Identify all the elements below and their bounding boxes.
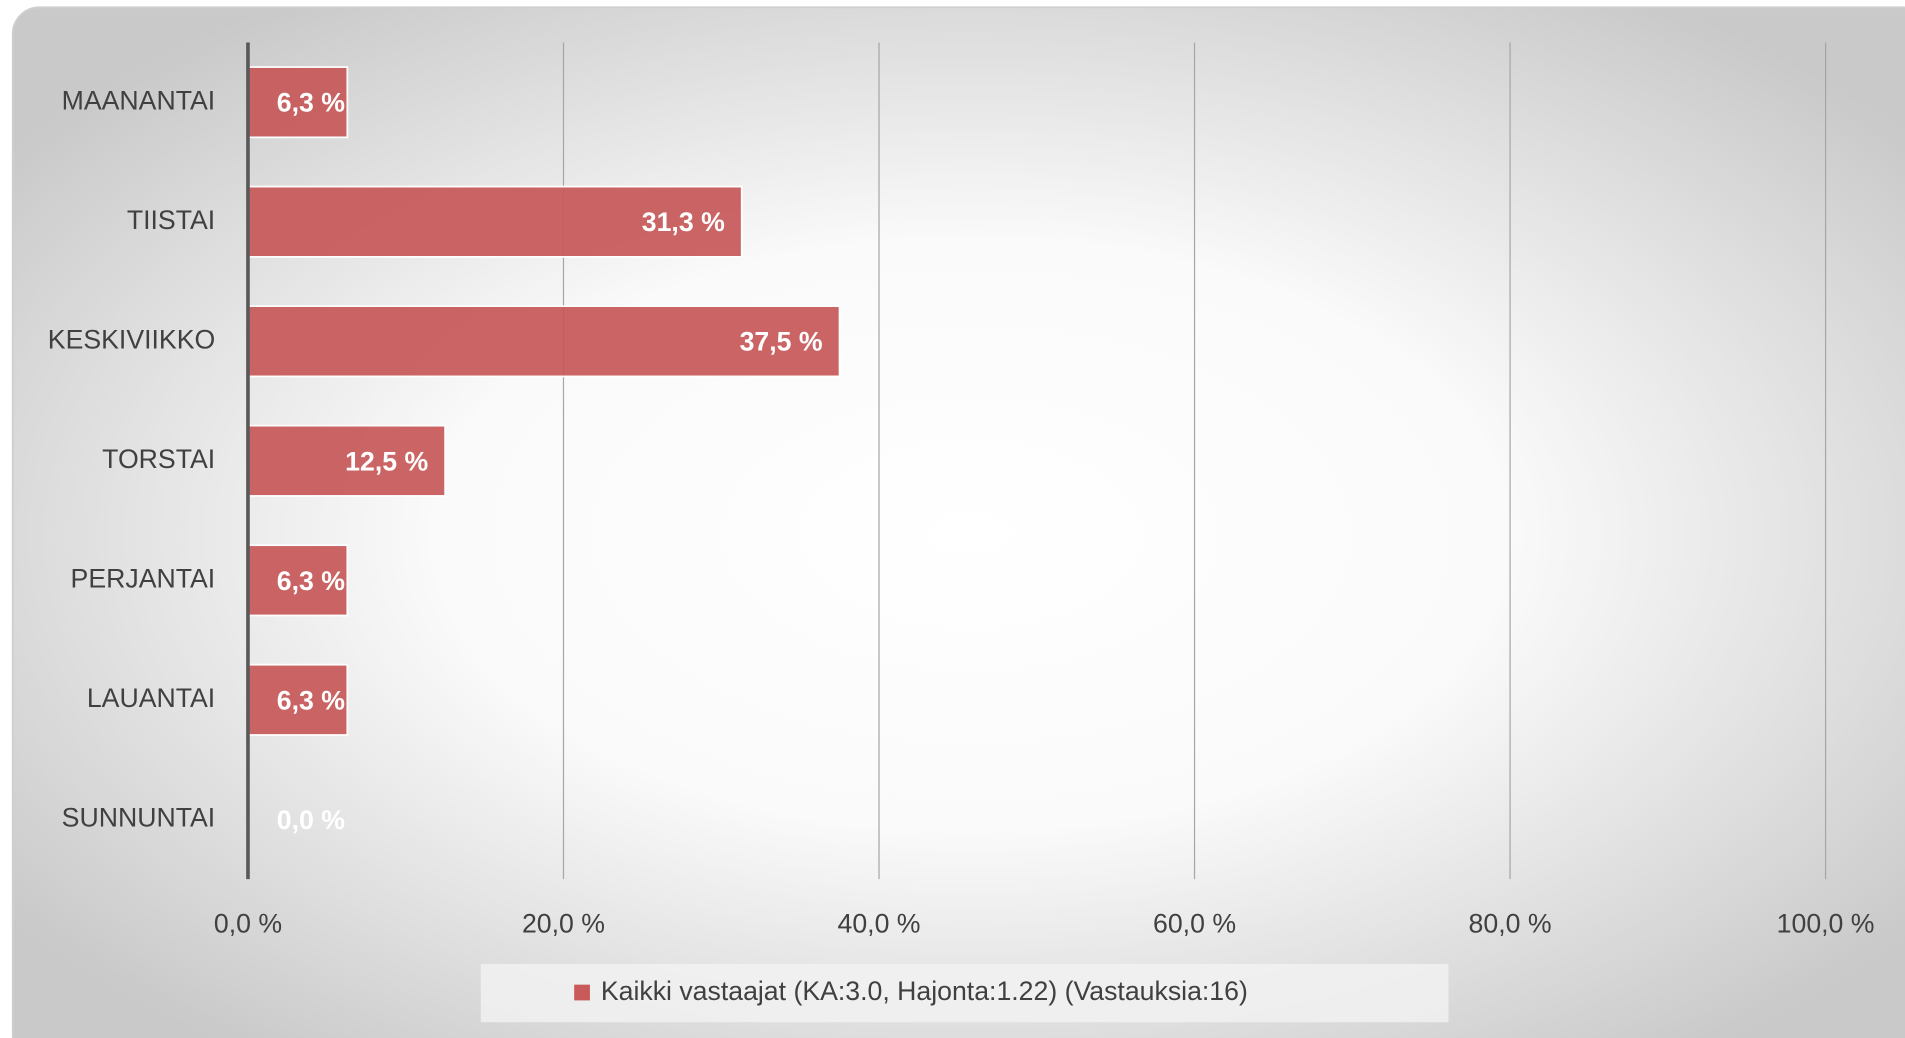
bar — [247, 424, 447, 497]
bar — [247, 66, 349, 139]
x-tick-label: 20,0 % — [522, 908, 605, 938]
y-tick-label: SUNNUNTAI — [62, 802, 216, 832]
y-tick-label: TORSTAI — [102, 444, 215, 474]
data-label: 0,0 % — [277, 805, 345, 835]
x-tick-label: 80,0 % — [1469, 908, 1552, 938]
legend-label: Kaikki vastaajat (KA:3.0, Hajonta:1.22) … — [601, 976, 1248, 1006]
data-label: 37,5 % — [740, 327, 823, 357]
data-label: 12,5 % — [345, 446, 428, 476]
bar — [247, 663, 349, 736]
data-label: 31,3 % — [642, 207, 725, 237]
data-label: 6,3 % — [277, 685, 345, 715]
data-label: 6,3 % — [277, 88, 345, 118]
y-tick-label: TIISTAI — [127, 205, 215, 235]
x-tick-label: 0,0 % — [214, 908, 282, 938]
bar — [247, 185, 743, 258]
y-tick-label: MAANANTAI — [62, 85, 216, 115]
bar — [247, 305, 841, 378]
legend-marker — [574, 984, 590, 1001]
bar — [247, 544, 349, 617]
data-label: 6,3 % — [277, 566, 345, 596]
y-tick-label: KESKIVIIKKO — [48, 324, 215, 354]
x-tick-label: 40,0 % — [838, 908, 921, 938]
y-tick-label: PERJANTAI — [71, 563, 216, 593]
y-tick-label: LAUANTAI — [87, 683, 215, 713]
x-tick-label: 100,0 % — [1777, 908, 1875, 938]
legend-box — [480, 964, 1449, 1023]
chart-background — [11, 6, 1905, 1038]
x-tick-label: 60,0 % — [1153, 908, 1236, 938]
